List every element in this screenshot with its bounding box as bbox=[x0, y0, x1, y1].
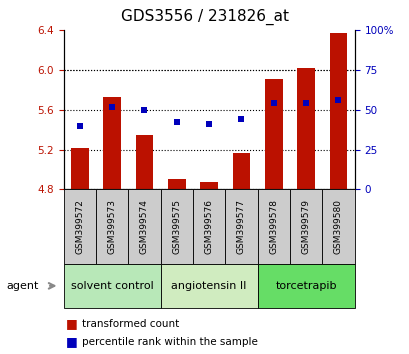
Bar bbox=[160, 264, 257, 308]
Text: GSM399576: GSM399576 bbox=[204, 199, 213, 254]
Text: GSM399575: GSM399575 bbox=[172, 199, 181, 254]
Bar bbox=[128, 189, 160, 264]
Text: GSM399577: GSM399577 bbox=[236, 199, 245, 254]
Bar bbox=[63, 189, 96, 264]
Bar bbox=[329, 33, 346, 189]
Text: agent: agent bbox=[6, 281, 38, 291]
Text: angiotensin II: angiotensin II bbox=[171, 281, 246, 291]
Bar bbox=[160, 189, 193, 264]
Bar bbox=[289, 189, 321, 264]
Bar bbox=[232, 153, 250, 189]
Bar bbox=[167, 179, 185, 189]
Text: GDS3556 / 231826_at: GDS3556 / 231826_at bbox=[121, 9, 288, 25]
Bar bbox=[96, 189, 128, 264]
Bar bbox=[257, 264, 354, 308]
Text: GSM399572: GSM399572 bbox=[75, 199, 84, 254]
Bar bbox=[225, 189, 257, 264]
Text: solvent control: solvent control bbox=[70, 281, 153, 291]
Text: GSM399574: GSM399574 bbox=[139, 199, 148, 254]
Bar bbox=[264, 79, 282, 189]
Bar bbox=[200, 182, 218, 189]
Text: GSM399579: GSM399579 bbox=[301, 199, 310, 254]
Text: transformed count: transformed count bbox=[82, 319, 179, 329]
Text: GSM399578: GSM399578 bbox=[269, 199, 278, 254]
Bar bbox=[103, 97, 121, 189]
Text: torcetrapib: torcetrapib bbox=[275, 281, 336, 291]
Bar bbox=[257, 189, 289, 264]
Bar bbox=[321, 189, 354, 264]
Bar bbox=[71, 148, 88, 189]
Text: GSM399573: GSM399573 bbox=[107, 199, 116, 254]
Bar bbox=[63, 264, 160, 308]
Text: GSM399580: GSM399580 bbox=[333, 199, 342, 254]
Text: ■: ■ bbox=[65, 335, 77, 348]
Bar bbox=[193, 189, 225, 264]
Bar bbox=[135, 135, 153, 189]
Bar bbox=[297, 68, 314, 189]
Text: ■: ■ bbox=[65, 318, 77, 330]
Text: percentile rank within the sample: percentile rank within the sample bbox=[82, 337, 257, 347]
